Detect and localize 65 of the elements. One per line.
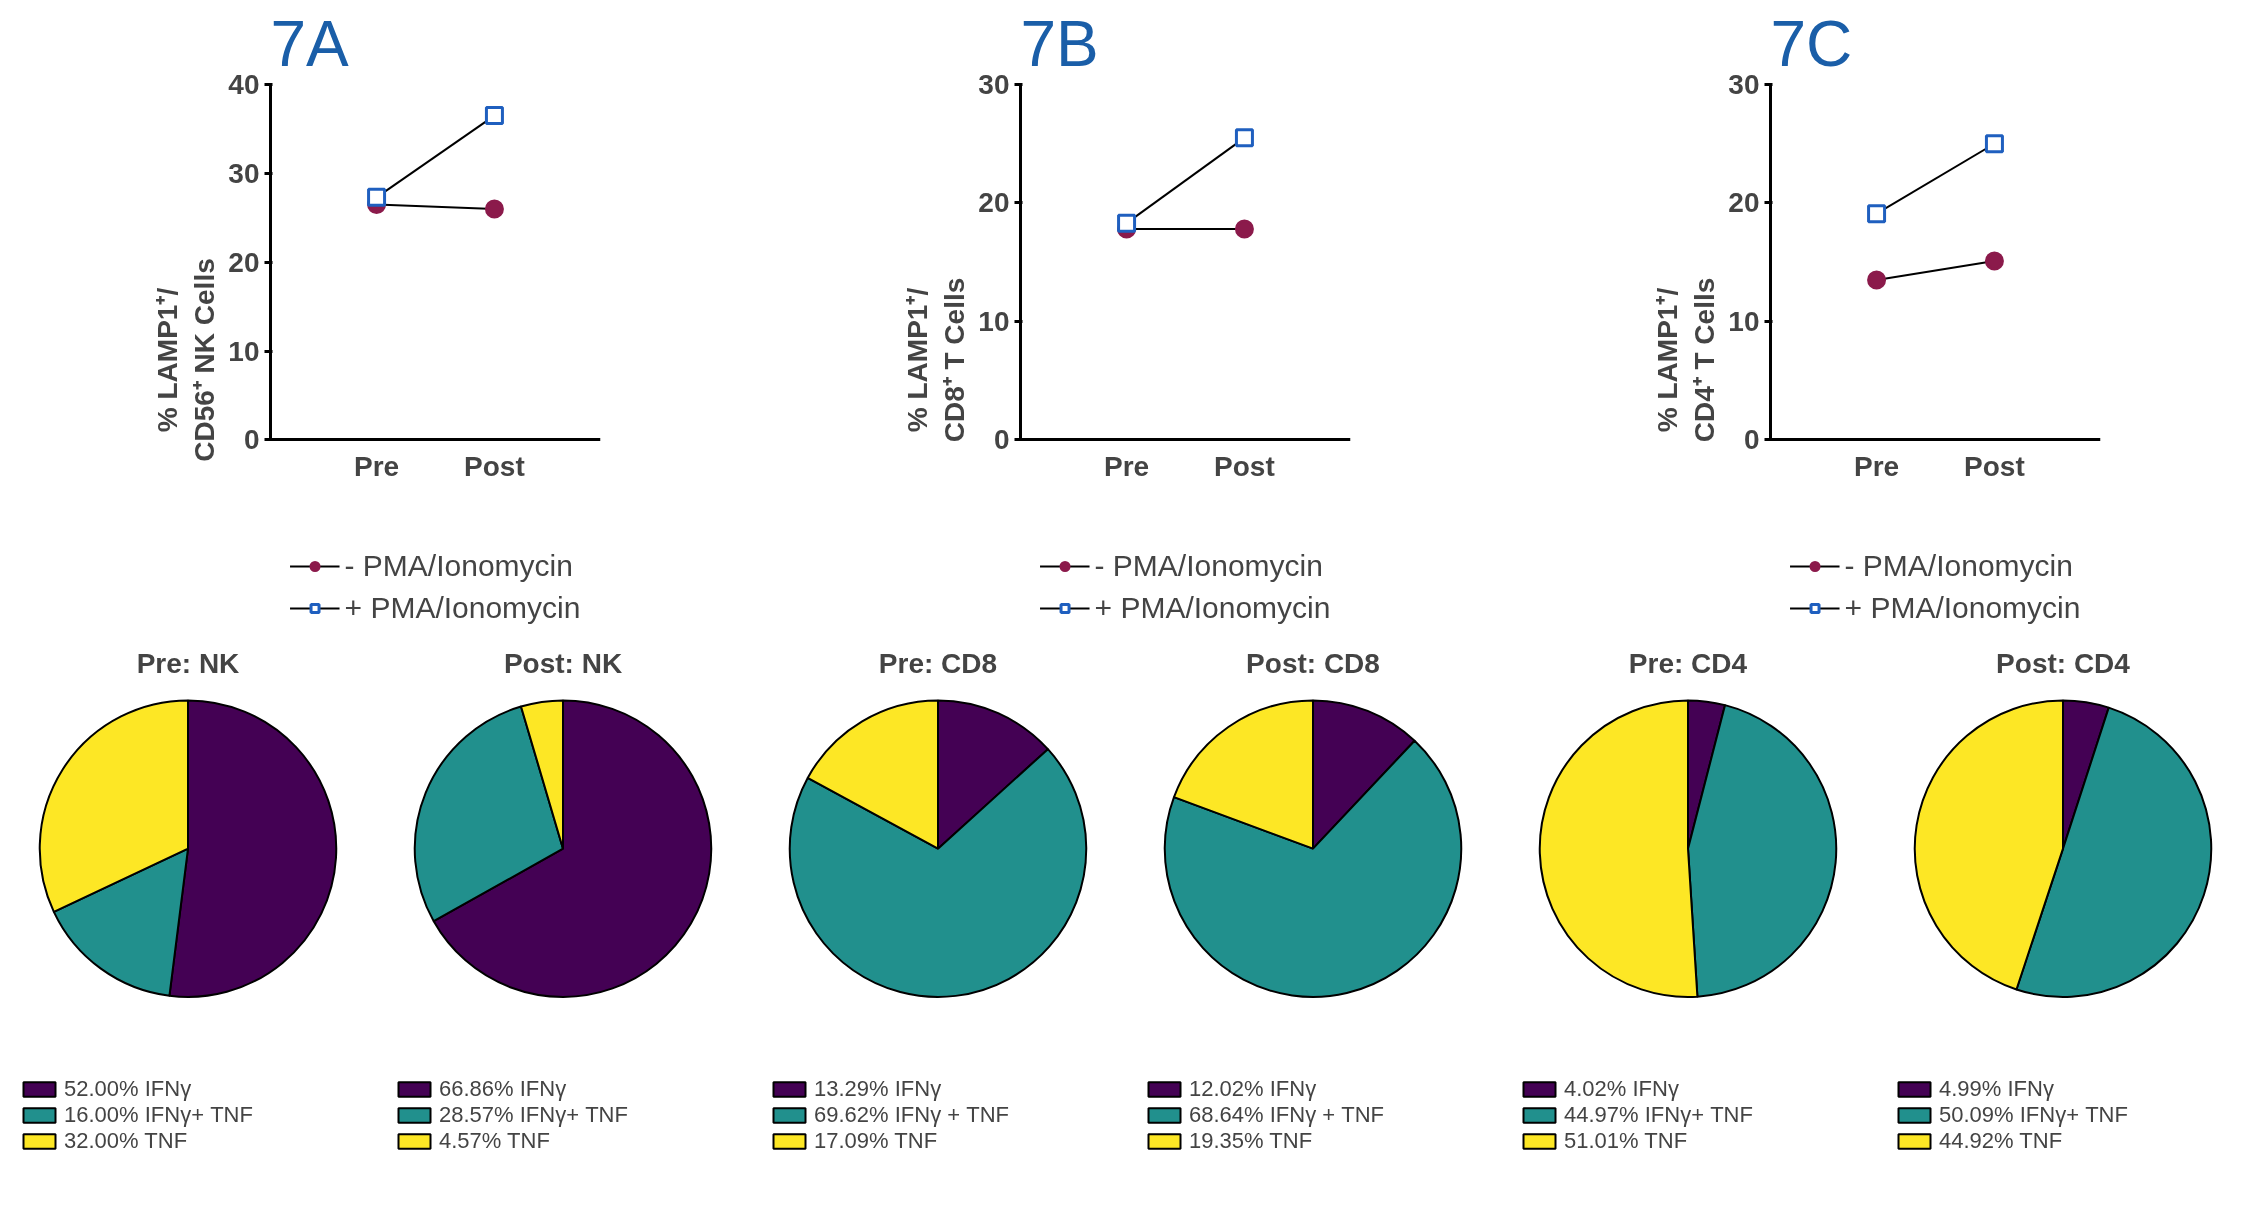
y-tick-label: 30 [228, 157, 260, 189]
chart-title: 7B [1020, 7, 1099, 80]
x-tick-label: Pre [354, 450, 400, 482]
y-tick-label: 0 [993, 424, 1010, 456]
y-tick-label: 0 [1743, 424, 1760, 456]
y-tick-label: 30 [978, 69, 1010, 100]
legend-label: 68.64% IFNγ + TNF [1189, 1102, 1385, 1128]
y-tick-label: 10 [978, 305, 1010, 337]
legend-label: 12.02% IFNγ [1189, 1076, 1317, 1102]
legend-label: - PMA/Ionomycin [344, 549, 573, 583]
legend-label: 16.00% IFNγ+ TNF [64, 1102, 253, 1128]
legend-label: 51.01% TNF [1564, 1128, 1688, 1154]
x-tick-label: Post [1964, 450, 2025, 482]
y-axis-title: % LAMP1⁺/ CD4⁺ T Cells [1652, 277, 1721, 443]
point [1867, 204, 1887, 224]
y-tick-label: 0 [243, 424, 260, 456]
legend-label: 44.92% TNF [1939, 1128, 2063, 1154]
chart-title: Post: NK [503, 647, 623, 679]
x-tick-label: Pre [1854, 450, 1900, 482]
chart-title: 7C [1770, 7, 1853, 80]
x-tick-label: Post [464, 450, 525, 482]
point [1867, 270, 1887, 290]
chart-title: Pre: NK [136, 647, 240, 679]
chart-title: Pre: CD8 [878, 647, 998, 679]
point [1984, 134, 2004, 154]
legend-label: 4.99% IFNγ [1939, 1076, 2054, 1102]
chart-title: Post: CD4 [1996, 647, 2131, 679]
legend-label: 69.62% IFNγ + TNF [814, 1102, 1010, 1128]
y-axis-title: % LAMP1⁺/ CD56⁺ NK Cells [152, 258, 221, 462]
point [484, 106, 504, 126]
legend-label: - PMA/Ionomycin [1844, 549, 2073, 583]
y-tick-label: 30 [1728, 69, 1760, 100]
x-tick-label: Pre [1104, 450, 1150, 482]
y-tick-label: 10 [228, 335, 260, 367]
point [484, 199, 504, 219]
legend-label: 66.86% IFNγ [439, 1076, 567, 1102]
chart-title: 7A [270, 7, 350, 80]
y-tick-label: 10 [1728, 305, 1760, 337]
y-tick-label: 20 [228, 246, 260, 278]
point [1117, 213, 1137, 233]
legend-label: 19.35% TNF [1189, 1128, 1313, 1154]
y-tick-label: 40 [228, 69, 260, 100]
chart-title: Pre: CD4 [1628, 647, 1748, 679]
legend-label: 17.09% TNF [814, 1128, 938, 1154]
legend-label: 52.00% IFNγ [64, 1076, 192, 1102]
y-tick-label: 20 [1728, 187, 1760, 219]
legend-label: 4.57% TNF [439, 1128, 550, 1154]
point [1234, 128, 1254, 148]
point [1234, 219, 1254, 239]
legend-label: 50.09% IFNγ+ TNF [1939, 1102, 2128, 1128]
point [367, 187, 387, 207]
legend-label: - PMA/Ionomycin [1094, 549, 1323, 583]
y-axis-title: % LAMP1⁺/ CD8⁺ T Cells [902, 277, 971, 443]
legend-label: 4.02% IFNγ [1564, 1076, 1679, 1102]
legend-label: + PMA/Ionomycin [1094, 591, 1331, 625]
point [1984, 251, 2004, 271]
x-tick-label: Post [1214, 450, 1275, 482]
legend-label: 44.97% IFNγ+ TNF [1564, 1102, 1753, 1128]
legend-label: + PMA/Ionomycin [1844, 591, 2081, 625]
chart-title: Post: CD8 [1246, 647, 1380, 679]
legend-label: + PMA/Ionomycin [344, 591, 581, 625]
legend-label: 28.57% IFNγ+ TNF [439, 1102, 628, 1128]
legend-label: 32.00% TNF [64, 1128, 188, 1154]
y-tick-label: 20 [978, 187, 1010, 219]
legend-label: 13.29% IFNγ [814, 1076, 942, 1102]
